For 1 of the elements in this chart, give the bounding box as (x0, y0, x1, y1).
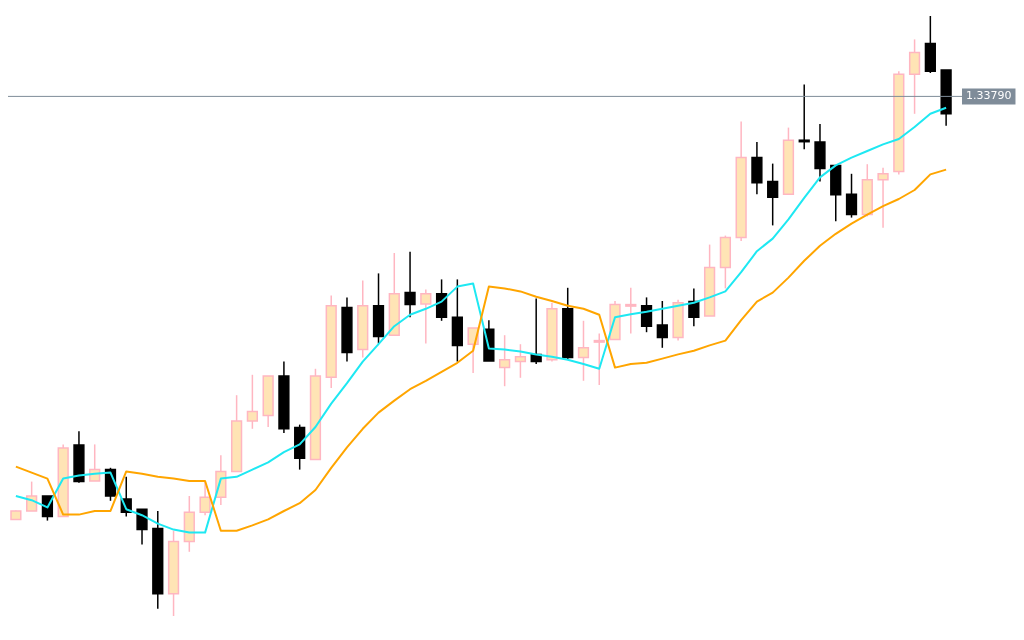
text: 1.33790 (966, 89, 1012, 103)
